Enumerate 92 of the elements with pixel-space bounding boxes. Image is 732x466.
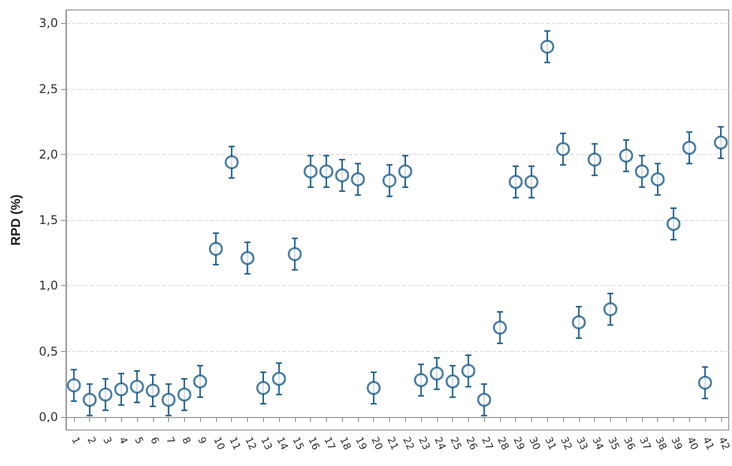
x-tick-label: 10 [210, 436, 226, 452]
x-tick-label: 35 [605, 436, 621, 452]
x-tick-label: 17 [321, 436, 337, 452]
point [130, 380, 144, 394]
point [146, 384, 160, 398]
y-axis-title: RPD (%) [8, 194, 23, 246]
point [682, 140, 696, 155]
point [82, 392, 97, 407]
point [666, 216, 680, 231]
x-tick-label: 9 [195, 436, 208, 446]
x-tick-label: 25 [448, 436, 463, 452]
x-tick-label: 7 [164, 436, 176, 446]
point [382, 174, 396, 188]
x-tick-label: 8 [179, 436, 192, 446]
point [350, 172, 365, 186]
x-tick-label: 5 [132, 436, 145, 446]
point [272, 372, 286, 386]
point [66, 378, 81, 392]
x-tick-label: 19 [352, 436, 368, 452]
x-tick-label: 42 [716, 436, 732, 452]
x-tick-label: 40 [684, 436, 700, 452]
x-tick-label: 32 [558, 436, 574, 452]
x-tick-label: 13 [258, 436, 274, 452]
x-tick-label: 28 [494, 436, 510, 452]
point [398, 164, 412, 178]
y-tick-label: 2,5 [38, 82, 58, 96]
point [256, 381, 270, 395]
x-tick-label: 31 [542, 436, 558, 452]
x-tick-label: 41 [700, 436, 716, 452]
x-tick-label: 6 [148, 436, 160, 446]
point [446, 374, 460, 388]
point [114, 382, 128, 396]
point [714, 136, 728, 150]
point [492, 320, 507, 335]
x-tick-label: 18 [337, 436, 352, 452]
point [240, 251, 254, 266]
x-tick-label: 37 [636, 436, 652, 452]
point [588, 152, 602, 167]
x-tick-label: 23 [416, 436, 432, 452]
x-tick-label: 26 [463, 436, 479, 452]
point [162, 392, 176, 407]
point [193, 374, 208, 388]
point [224, 155, 239, 170]
x-tick-label: 36 [621, 436, 637, 452]
y-tick-label: 0,0 [38, 410, 58, 424]
point [414, 373, 428, 388]
y-tick-label: 0,5 [38, 344, 58, 358]
x-tick-label: 27 [479, 436, 495, 452]
x-tick-label: 1 [68, 436, 82, 446]
point [556, 142, 570, 156]
y-tick-label: 1,5 [38, 213, 58, 227]
point [208, 242, 223, 256]
x-tick-label: 14 [274, 436, 290, 452]
point [572, 315, 586, 330]
y-tick-label: 2,0 [38, 147, 58, 162]
x-tick-label: 39 [668, 436, 684, 452]
point [177, 388, 192, 402]
point [430, 366, 444, 381]
x-tick-label: 3 [100, 436, 114, 446]
point [603, 302, 618, 316]
y-tick-label: 1,0 [38, 278, 58, 293]
x-tick-label: 15 [290, 436, 306, 452]
point [619, 148, 634, 163]
x-tick-label: 21 [384, 436, 400, 452]
x-tick-label: 29 [510, 436, 526, 452]
point [540, 40, 554, 54]
x-tick-label: 33 [574, 436, 590, 452]
point [98, 388, 112, 402]
x-tick-label: 2 [84, 436, 98, 446]
point [461, 364, 476, 378]
x-tick-label: 34 [590, 436, 605, 452]
point [366, 381, 381, 395]
x-tick-label: 16 [306, 436, 321, 452]
x-tick-label: 12 [242, 436, 258, 452]
point [477, 392, 492, 407]
x-tick-label: 30 [526, 436, 542, 452]
point [698, 376, 712, 390]
point [288, 247, 302, 262]
point [508, 174, 523, 189]
x-tick-label: 24 [432, 436, 448, 452]
point [524, 174, 538, 189]
x-tick-label: 20 [368, 436, 384, 452]
point [304, 164, 318, 178]
point [634, 164, 649, 178]
x-tick-label: 4 [116, 436, 129, 446]
point [335, 168, 350, 182]
x-tick-label: 22 [400, 436, 416, 452]
point [650, 172, 665, 186]
y-tick-label: 3,0 [38, 16, 58, 30]
x-tick-label: 11 [226, 436, 242, 452]
x-tick-label: 38 [652, 436, 668, 452]
point [319, 164, 334, 178]
